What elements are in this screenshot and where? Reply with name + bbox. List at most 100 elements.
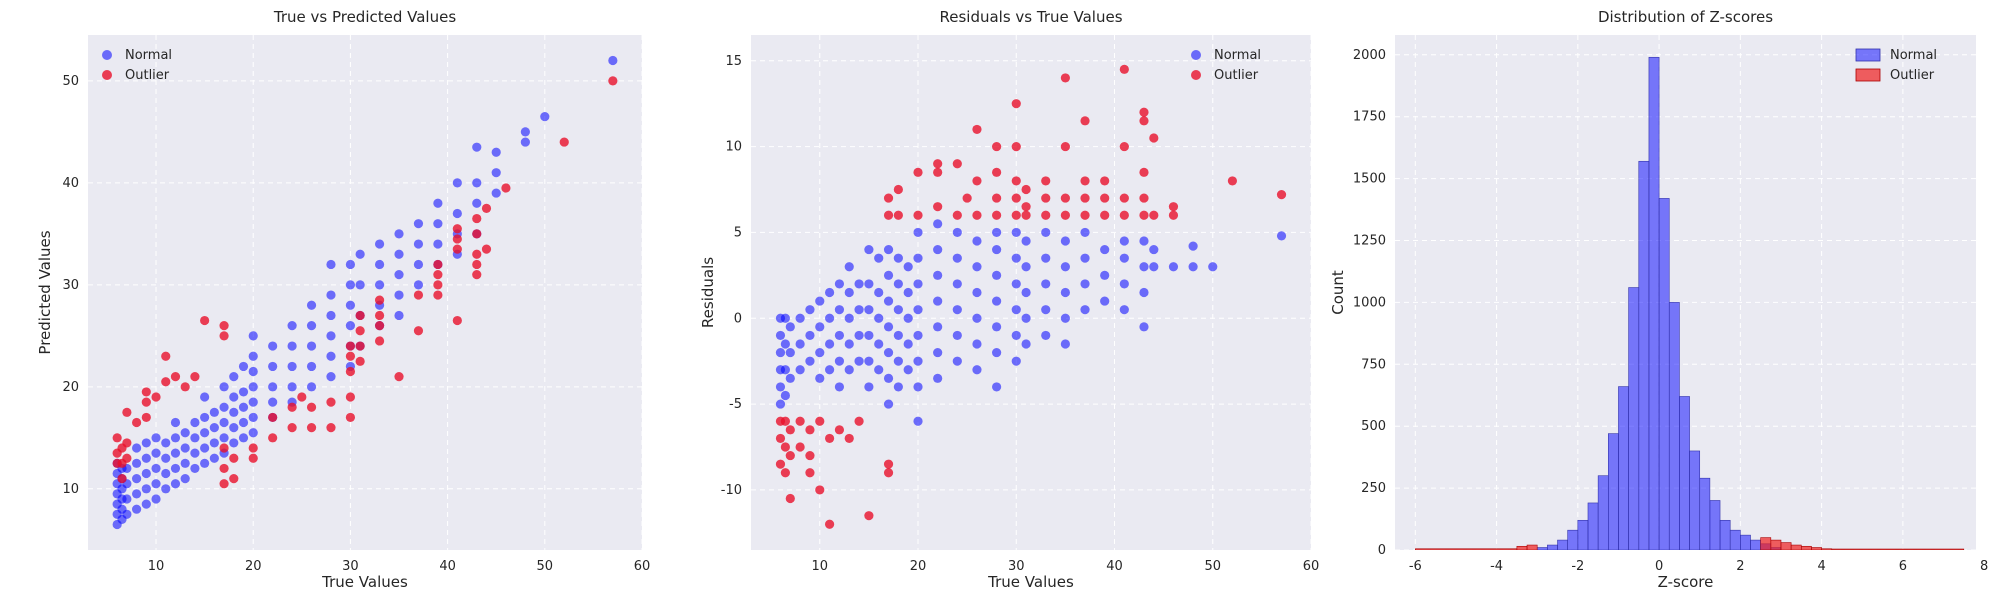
data-point [824,365,835,375]
data-point [1168,210,1179,220]
data-point [170,417,181,428]
data-point [1139,107,1149,117]
data-point [394,229,404,239]
data-point [131,443,142,453]
legend-marker-outlier [102,70,112,80]
data-point [1276,231,1287,241]
data-point [933,219,943,229]
histogram-bar [1750,539,1761,550]
chart-title: Residuals vs True Values [939,8,1122,26]
data-point [306,321,317,331]
histogram-bar [1618,386,1629,550]
data-point [268,382,278,392]
data-point [1021,287,1031,298]
x-tick-label: -4 [1490,559,1503,574]
data-point [141,468,151,479]
data-point [122,509,132,519]
data-point [520,127,530,137]
data-point [1168,202,1179,212]
data-point [248,428,258,438]
data-point [775,347,786,358]
data-point [1149,133,1159,143]
data-point [785,347,795,358]
series-normal [775,219,1287,426]
data-point [141,438,151,448]
data-point [883,373,894,383]
data-point [1119,64,1129,74]
data-point [326,310,336,321]
data-point [893,382,903,392]
data-point [864,356,874,366]
data-point [170,433,181,443]
x-tick-label: 4 [1817,559,1825,574]
y-tick-label: 20 [62,380,79,395]
data-point [200,428,210,438]
x-tick-label: 50 [1204,559,1221,574]
data-point [1276,190,1287,200]
data-point [608,76,618,86]
data-point [345,351,356,361]
y-tick-label: 250 [1361,481,1386,496]
y-tick-label: 30 [62,278,79,293]
data-point [481,244,492,254]
data-point [1149,262,1159,272]
data-point [268,361,278,372]
data-point [1041,193,1051,203]
data-point [287,402,297,412]
data-point [472,198,482,208]
data-point [844,365,854,375]
data-point [520,137,530,147]
y-tick-label: 1000 [1353,295,1386,310]
data-point [834,425,845,435]
data-point [180,458,190,468]
data-point [854,356,864,366]
data-point [219,433,229,443]
data-point [190,448,200,458]
data-point [805,305,815,315]
data-point [780,468,790,478]
data-point [345,392,356,402]
data-point [1060,287,1070,298]
data-point [1227,176,1238,186]
data-point [883,322,894,332]
data-point [306,361,317,372]
data-point [903,365,913,375]
chart-panel-2: 10 20 30 40 50 60 -10 -5 0 5 10 15 Residuals vs True… [699,8,1319,590]
data-point [1139,116,1149,126]
data-point [209,423,219,433]
data-point [785,450,795,461]
data-point [190,463,200,474]
data-point [345,366,356,377]
data-point [141,453,151,463]
data-point [1060,210,1070,220]
data-point [815,296,825,306]
data-point [972,176,982,186]
data-point [844,262,854,272]
histogram-bar [1597,475,1609,550]
y-tick-label: 500 [1361,419,1386,434]
data-point [933,296,943,306]
legend-marker-normal [102,50,112,60]
data-point [844,313,854,323]
data-point [1060,236,1070,246]
data-point [248,443,258,453]
y-tick-label: -5 [729,397,742,412]
data-point [117,474,127,484]
data-point [1021,262,1031,272]
data-point [1080,305,1090,315]
data-point [229,474,239,484]
chart-title: True vs Predicted Values [273,8,456,26]
data-point [374,280,385,290]
data-point [190,417,200,428]
data-point [151,494,161,504]
data-point [394,310,404,321]
data-point [180,474,190,484]
data-point [864,511,874,521]
data-point [1139,262,1149,272]
data-point [306,402,317,412]
data-point [933,167,943,177]
legend: Normal Outlier [102,48,172,83]
data-point [780,416,790,426]
data-point [209,453,219,463]
data-point [903,313,913,323]
